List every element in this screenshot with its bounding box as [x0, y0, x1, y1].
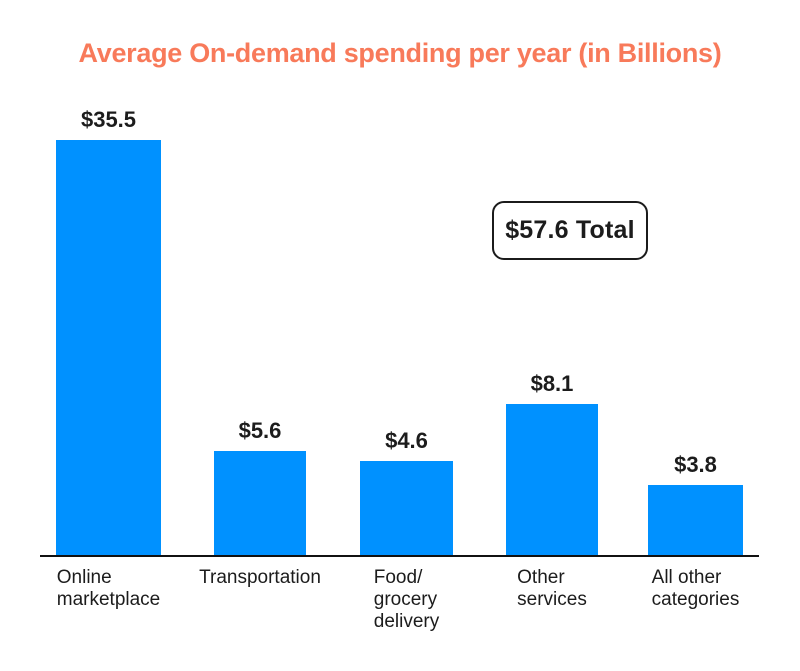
category-label-transportation: Transportation — [199, 567, 321, 588]
value-label-transportation: $5.6 — [238, 418, 282, 443]
bar-online-marketplace — [56, 140, 161, 555]
value-label-other-services: $8.1 — [530, 371, 574, 396]
value-label-online-marketplace: $35.5 — [80, 107, 137, 132]
category-label-food-grocery-delivery: Food/ grocery delivery — [373, 567, 440, 632]
category-label-all-other-categories: All other categories — [651, 567, 740, 610]
chart-title: Average On-demand spending per year (in … — [78, 38, 722, 68]
bar-all-other-categories — [648, 485, 743, 555]
bar-other-services — [506, 404, 598, 555]
category-label-online-marketplace: Online marketplace — [56, 567, 161, 610]
value-label-food-grocery-delivery: $4.6 — [385, 428, 428, 453]
category-label-other-services: Other services — [517, 567, 587, 610]
x-axis-line — [40, 555, 759, 557]
value-label-all-other-categories: $3.8 — [674, 452, 717, 477]
bar-transportation — [214, 451, 306, 555]
bar-food-grocery-delivery — [360, 461, 453, 555]
total-badge: $57.6 Total — [492, 201, 648, 260]
